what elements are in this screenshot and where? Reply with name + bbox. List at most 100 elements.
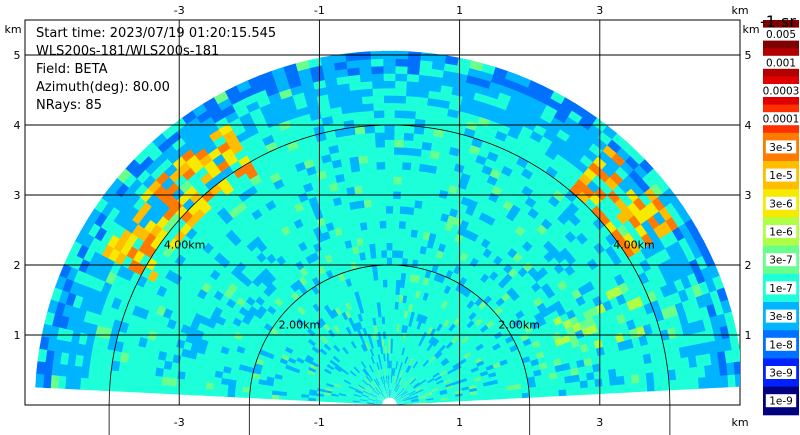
data-cell <box>398 353 402 362</box>
x-unit-label-bottom: km <box>731 416 748 429</box>
data-cell <box>370 392 378 398</box>
data-cell <box>230 362 241 370</box>
data-cell <box>43 362 53 377</box>
data-cell <box>395 368 399 377</box>
data-cell <box>287 357 297 365</box>
data-cell <box>436 196 447 207</box>
data-cell <box>323 77 338 88</box>
data-cell <box>37 348 48 364</box>
data-cell <box>315 93 329 105</box>
data-cell <box>430 368 438 375</box>
data-cell <box>265 380 274 387</box>
data-cell <box>628 355 638 367</box>
data-cell <box>111 274 124 289</box>
data-cell <box>422 230 431 241</box>
data-cell <box>399 279 406 289</box>
data-cell <box>444 293 452 303</box>
data-cell <box>619 348 629 360</box>
data-cell <box>606 360 616 370</box>
data-cell <box>395 323 400 332</box>
data-cell <box>360 228 369 238</box>
data-cell <box>55 327 67 342</box>
info-start-time: Start time: 2023/07/19 01:20:15.545 <box>36 26 277 41</box>
data-cell <box>717 350 727 365</box>
data-cell <box>376 396 384 402</box>
data-cell <box>346 390 355 395</box>
data-cell <box>334 289 343 299</box>
data-cell <box>369 348 375 357</box>
data-cell <box>565 388 575 396</box>
data-cell <box>653 380 663 392</box>
data-cell <box>410 266 417 275</box>
data-cell <box>413 383 421 389</box>
data-cell <box>542 261 555 273</box>
data-cell <box>390 308 395 317</box>
data-cell <box>379 345 384 355</box>
data-cell <box>390 315 395 325</box>
data-cell <box>439 334 447 343</box>
data-cell <box>469 363 479 370</box>
y-tick-label-left: 2 <box>14 259 21 272</box>
data-cell <box>476 332 486 341</box>
data-cell <box>405 384 412 391</box>
data-cell <box>375 346 380 355</box>
data-cell <box>443 167 455 178</box>
data-cell <box>432 392 441 397</box>
data-cell <box>331 316 340 326</box>
data-cell <box>146 330 158 342</box>
data-cell <box>334 342 343 351</box>
data-cell <box>649 182 664 198</box>
data-cell <box>683 247 697 263</box>
data-cell <box>402 294 408 304</box>
data-cell <box>574 351 584 362</box>
data-cell <box>403 124 415 134</box>
data-cell <box>334 203 344 214</box>
data-cell <box>415 96 429 106</box>
data-cell <box>413 370 420 378</box>
data-cell <box>348 341 355 350</box>
data-cell <box>671 226 686 242</box>
data-cell <box>300 302 310 313</box>
data-cell <box>378 368 382 377</box>
data-cell <box>189 387 199 396</box>
data-cell <box>409 377 416 384</box>
data-cell <box>336 210 346 221</box>
data-cell <box>432 338 440 347</box>
data-cell <box>161 334 172 346</box>
data-cell <box>446 312 455 322</box>
data-cell <box>541 373 551 381</box>
data-cell <box>434 113 448 124</box>
data-cell <box>367 235 375 245</box>
data-cell <box>489 375 498 382</box>
data-cell <box>403 395 411 400</box>
data-cell <box>544 147 558 161</box>
data-cell <box>411 147 422 157</box>
data-cell <box>317 200 328 211</box>
data-cell <box>583 129 599 144</box>
data-cell <box>508 169 522 182</box>
data-cell <box>82 247 96 263</box>
data-cell <box>381 391 387 399</box>
data-cell <box>330 371 339 378</box>
data-cell <box>698 376 707 389</box>
data-cell <box>394 393 401 400</box>
data-cell <box>341 294 349 304</box>
data-cell <box>415 386 423 392</box>
data-cell <box>441 205 452 216</box>
data-cell <box>601 194 616 209</box>
data-cell <box>282 335 292 344</box>
data-cell <box>379 361 383 370</box>
data-cell <box>216 141 231 155</box>
colorbar-label: 3e-8 <box>769 311 793 323</box>
data-cell <box>502 109 517 122</box>
data-cell <box>57 375 67 389</box>
data-cell <box>324 366 333 373</box>
data-cell <box>425 104 438 115</box>
data-cell <box>376 385 382 393</box>
data-cell <box>362 342 368 351</box>
data-cell <box>394 308 399 317</box>
data-cell <box>358 304 365 314</box>
data-cell <box>592 362 602 373</box>
data-cell <box>412 311 419 321</box>
